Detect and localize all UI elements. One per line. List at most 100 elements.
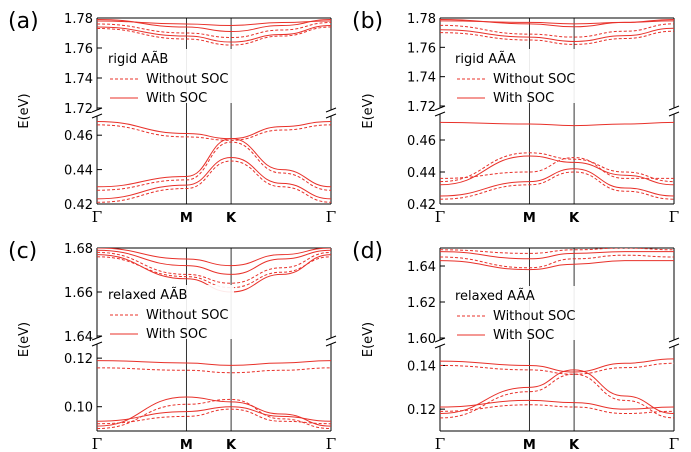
legend-background	[451, 49, 581, 103]
x-tick-label-m: M	[523, 438, 536, 452]
y-tick-label: 0.14	[407, 359, 436, 374]
y-axis-label: E(eV)	[17, 93, 32, 128]
lower-bands	[97, 120, 331, 203]
y-tick-label: 1.66	[64, 286, 93, 301]
y-tick-label: 1.64	[64, 330, 93, 345]
x-tick-label-gamma: Γ	[92, 208, 102, 226]
band-line	[97, 256, 331, 289]
axis-break-slash	[668, 111, 680, 117]
x-tick-label-gamma: Γ	[435, 435, 445, 452]
axis-break-right-gap	[325, 338, 337, 344]
legend-label: With SOC	[493, 328, 554, 343]
axis-break-slash	[434, 343, 446, 349]
panel-letter: (b)	[352, 9, 383, 34]
band-line	[440, 157, 674, 179]
legend-label: With SOC	[146, 91, 207, 106]
axis-break-slash	[325, 107, 337, 113]
band-line	[440, 362, 674, 375]
y-tick-label: 1.74	[64, 72, 93, 87]
x-tick-label-k: K	[226, 211, 237, 226]
axis-break-right-gap	[325, 110, 337, 116]
y-axis-label: E(eV)	[17, 322, 32, 357]
legend-title: relaxed AÃB	[108, 287, 187, 303]
y-tick-label: 1.74	[407, 71, 436, 86]
upper-bands	[440, 18, 674, 45]
band-line	[97, 22, 331, 39]
y-tick-label: 0.44	[407, 166, 436, 181]
x-tick-label-k: K	[226, 438, 237, 452]
band-line	[440, 373, 674, 419]
axis-break-slash	[668, 343, 680, 349]
band-line	[440, 155, 674, 186]
band-line	[97, 19, 331, 33]
band-line	[440, 248, 674, 254]
x-tick-label-m: M	[180, 438, 193, 452]
panel-letter: (a)	[8, 9, 39, 34]
band-line	[440, 260, 674, 271]
band-line	[97, 26, 331, 46]
band-line	[97, 138, 331, 188]
legend-label: Without SOC	[146, 72, 229, 87]
y-tick-label: 0.42	[64, 198, 93, 213]
legend-title: rigid AÃB	[108, 51, 168, 67]
band-line	[97, 360, 331, 366]
y-tick-label: 1.76	[407, 41, 436, 56]
band-line	[440, 27, 674, 42]
legend: rigid AÃA Without SOC With SOC	[451, 49, 581, 106]
band-line	[97, 160, 331, 203]
y-tick-label: 0.46	[407, 134, 436, 149]
band-line	[97, 20, 331, 27]
legend-title: relaxed AÃA	[455, 288, 535, 304]
axis-break-slash	[434, 105, 446, 111]
y-tick-label: 0.12	[407, 403, 436, 418]
legend-label: With SOC	[146, 327, 207, 342]
x-tick-label-k: K	[569, 211, 580, 226]
legend-background	[104, 49, 234, 103]
y-tick-label: 1.78	[407, 12, 436, 27]
y-axis-label: E(eV)	[361, 322, 376, 357]
y-tick-label: 0.12	[64, 352, 93, 367]
y-tick-label: 1.72	[64, 102, 93, 117]
band-line	[97, 141, 331, 191]
legend-label: With SOC	[493, 91, 554, 106]
axis-break-right-gap	[668, 340, 680, 346]
band-line	[97, 124, 331, 141]
band-line	[97, 251, 331, 284]
y-tick-label: 1.68	[64, 242, 93, 257]
band-line	[440, 358, 674, 373]
legend: relaxed AÃA Without SOC With SOC	[451, 286, 581, 343]
axis-break-left-gap	[434, 108, 446, 114]
legend-label: Without SOC	[493, 309, 576, 324]
axis-break-slash	[91, 335, 103, 341]
y-tick-label: 1.76	[64, 42, 93, 57]
axis-break-slash	[325, 335, 337, 341]
y-tick-label: 1.64	[407, 260, 436, 275]
panel-d: 1.60 1.62 1.64 0.12 0.14 E(eV) Γ M K Γ (d) relaxed …	[352, 239, 680, 452]
axis-break-slash	[91, 107, 103, 113]
lower-bands	[97, 360, 331, 430]
panel-letter: (d)	[352, 239, 383, 264]
band-line	[97, 408, 331, 425]
axis-break-slash	[668, 105, 680, 111]
y-tick-label: 1.78	[64, 12, 93, 27]
legend-background	[104, 285, 234, 339]
lower-bands	[440, 358, 674, 419]
legend: relaxed AÃB Without SOC With SOC	[104, 285, 234, 342]
y-tick-label: 0.42	[407, 198, 436, 213]
panel-b: 1.72 1.74 1.76 1.78 0.42 0.44 0.46 E(eV) Γ M K Γ (b)…	[352, 9, 680, 226]
axis-break-right-gap	[668, 108, 680, 114]
x-tick-label-gamma: Γ	[92, 435, 102, 452]
band-line	[97, 398, 331, 430]
axis-break-slash	[434, 337, 446, 343]
panel-letter: (c)	[8, 239, 37, 264]
band-line	[97, 248, 331, 267]
x-tick-label-gamma: Γ	[326, 435, 336, 452]
legend-label: Without SOC	[146, 308, 229, 323]
y-tick-label: 0.46	[64, 129, 93, 144]
x-tick-label-m: M	[523, 211, 536, 226]
x-tick-label-m: M	[180, 211, 193, 226]
band-line	[440, 404, 674, 415]
axis-break-slash	[325, 113, 337, 119]
band-line	[440, 254, 674, 269]
